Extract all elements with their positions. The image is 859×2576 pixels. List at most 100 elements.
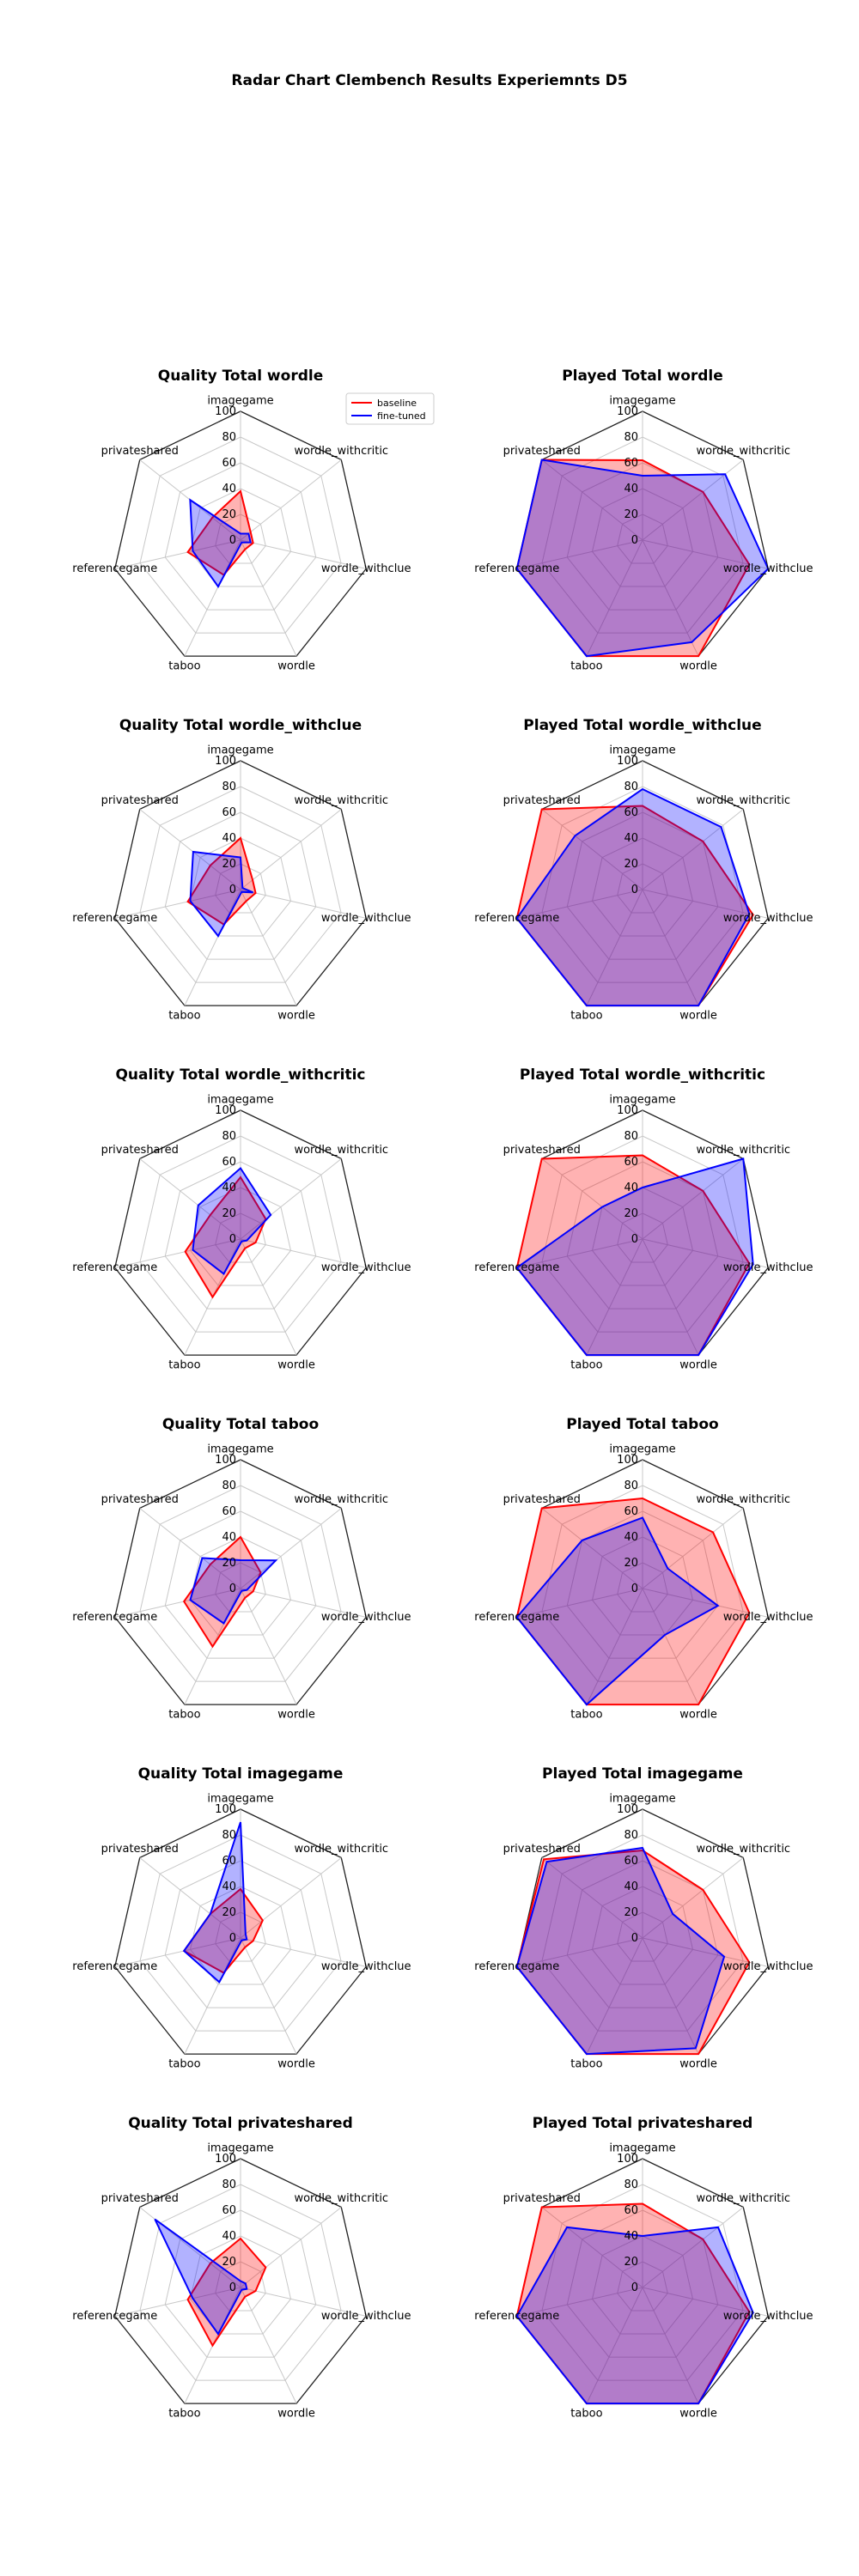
radar-area-fine-tuned [190,1558,277,1624]
radial-tick-label: 0 [229,1583,236,1595]
radial-tick-label: 20 [624,1557,638,1570]
radar-spoke [586,889,643,1006]
radial-tick-label: 100 [215,1454,236,1467]
radial-tick-label: 40 [222,832,236,845]
radial-tick-label: 100 [617,1104,638,1117]
radial-tick-label: 0 [631,884,638,896]
radar-gridline [591,488,694,587]
legend-label: fine-tuned [377,410,426,422]
radar-spoke [114,1937,241,1967]
radial-tick-label: 100 [215,755,236,768]
radial-tick-label: 20 [624,1906,638,1919]
category-label: taboo [570,1359,602,1372]
radar-spoke [642,539,699,657]
radial-tick-label: 100 [617,1454,638,1467]
radar-gridline [541,786,744,983]
category-label: wordle [679,2058,717,2071]
radar-spoke [240,1588,367,1618]
radar-spoke [541,459,643,541]
radar-frame [114,1109,367,1356]
radial-tick-label: 20 [222,1557,236,1570]
radar-line-fine-tuned [515,1846,726,2056]
radar-gridline [139,436,342,634]
radar-line-fine-tuned [154,2218,248,2336]
radar-spoke [541,809,643,890]
radar-spoke [240,2287,367,2317]
radar-line-baseline [186,489,254,576]
radar-spoke [642,2287,699,2404]
radar-gridline [189,488,292,587]
category-label: referencegame [72,1261,157,1274]
category-label: wordle_withcritic [696,1843,790,1856]
category-label: referencegame [474,1261,559,1274]
radar-frame [114,2158,367,2404]
radar-spoke [114,2287,241,2317]
radar-line-baseline [186,836,257,926]
category-label: wordle [679,1359,717,1372]
radar-gridline [164,1161,317,1309]
radar-line-baseline [515,1497,751,1706]
radial-tick-label: 60 [222,806,236,819]
category-label: wordle [679,2408,717,2421]
category-label: privateshared [101,1493,179,1506]
radar-line-fine-tuned [192,1166,272,1276]
chart-title: Played Total wordle_withclue [523,717,761,734]
radial-tick-label: 80 [222,781,236,793]
radial-tick-label: 40 [624,1880,638,1893]
radial-tick-label: 40 [222,1531,236,1544]
radar-gridline [164,1860,317,2008]
category-label: wordle_withclue [321,1611,411,1624]
category-label: wordle_withclue [321,2310,411,2323]
radial-tick-label: 20 [624,858,638,871]
category-label: wordle_withclue [321,1261,411,1274]
radial-tick-label: 60 [624,1505,638,1518]
radar-gridline [617,1562,668,1613]
category-label: imagegame [207,744,273,757]
radar-gridline [566,2209,719,2358]
category-label: referencegame [474,562,559,575]
radial-tick-label: 40 [222,1182,236,1194]
radar-gridline [566,1510,719,1659]
radial-tick-label: 80 [624,1130,638,1143]
radar-spoke [516,539,643,569]
chart-title: Quality Total wordle [158,368,323,385]
radar-gridline [189,1536,292,1636]
radar-gridline [139,1485,342,1682]
radial-tick-label: 60 [222,457,236,470]
radar-frame [114,1808,367,2055]
radar-spoke [240,889,297,1006]
radar-gridline [617,863,668,914]
radar-gridline [164,462,317,611]
radar-gridline [617,1911,668,1962]
radar-spoke [240,809,342,890]
category-label: referencegame [474,1960,559,1973]
radar-line-fine-tuned [515,1157,754,1357]
radial-tick-label: 100 [215,1803,236,1816]
radial-tick-label: 40 [222,1880,236,1893]
radar-gridline [189,1187,292,1286]
radar-spoke [240,2287,297,2404]
category-label: wordle_withcritic [294,794,388,807]
radial-tick-label: 100 [215,1104,236,1117]
radar-spoke [586,1238,643,1356]
radar-spoke [240,1588,297,1705]
category-label: wordle_withclue [723,2310,813,2323]
radial-tick-label: 100 [215,405,236,418]
radial-tick-label: 80 [222,1479,236,1492]
radar-spoke [139,1857,241,1939]
radar-spoke [114,539,241,569]
radar-gridline [566,462,719,611]
radial-tick-label: 80 [624,431,638,444]
radar-spoke [586,2287,643,2404]
radar-spoke [516,2287,643,2317]
radar-line-fine-tuned [189,1557,278,1625]
radar-spoke [240,889,367,919]
radar-area-fine-tuned [516,1158,753,1356]
radial-tick-label: 80 [624,2178,638,2191]
radar-spoke [139,1508,241,1589]
